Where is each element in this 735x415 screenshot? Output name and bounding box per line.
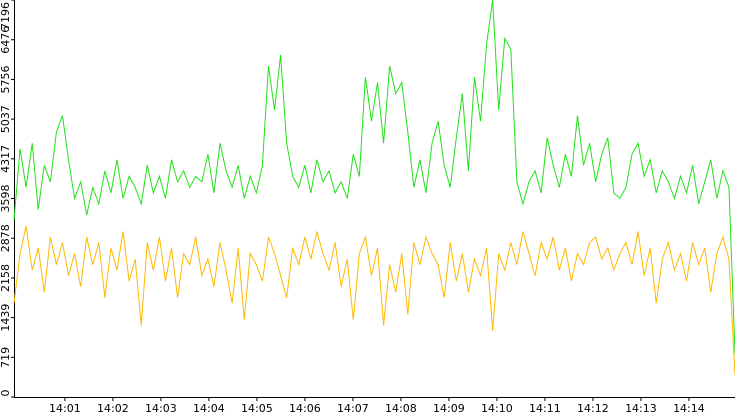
x-tick-label: 14:11 <box>529 402 561 415</box>
y-tick-label: 1439 <box>0 304 12 332</box>
y-tick-label: 5037 <box>0 105 12 133</box>
x-tick-label: 14:14 <box>673 402 705 415</box>
x-tick-label: 14:06 <box>289 402 321 415</box>
x-tick-label: 14:07 <box>337 402 369 415</box>
x-tick-label: 14:12 <box>577 402 609 415</box>
x-tick-label: 14:10 <box>481 402 513 415</box>
x-tick-label: 14:01 <box>49 402 81 415</box>
y-tick-label: 5756 <box>0 65 12 93</box>
x-tick-label: 14:05 <box>241 402 273 415</box>
x-tick-label: 14:04 <box>193 402 225 415</box>
y-tick-label: 4317 <box>0 145 12 173</box>
y-tick-label: 7196 <box>0 2 12 30</box>
x-tick-label: 14:13 <box>625 402 657 415</box>
series-line <box>13 225 735 375</box>
x-tick-label: 14:02 <box>97 402 129 415</box>
y-tick-label: 6476 <box>0 26 12 54</box>
x-tick-label: 14:09 <box>433 402 465 415</box>
y-tick-label: 2878 <box>0 224 12 252</box>
y-tick-label: 0 <box>0 390 12 397</box>
y-tick-label: 719 <box>0 347 12 368</box>
x-tick-label: 14:03 <box>145 402 177 415</box>
series-line <box>13 0 735 353</box>
y-tick-label: 2158 <box>0 264 12 292</box>
y-tick-label: 3598 <box>0 185 12 213</box>
x-tick-label: 14:08 <box>385 402 417 415</box>
